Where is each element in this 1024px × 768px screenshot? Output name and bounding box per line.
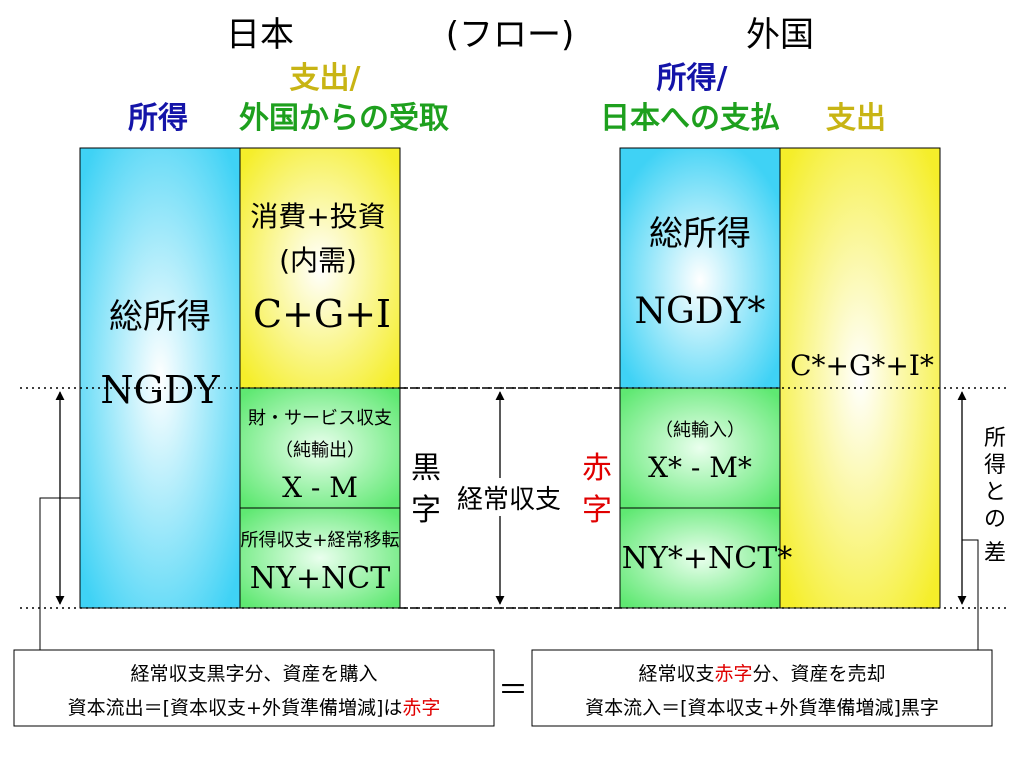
foreign-spending-block — [779, 147, 941, 609]
current-account-label-bg — [445, 478, 573, 516]
foreign-net-imports-label: （純輸入） — [655, 420, 745, 441]
bottom-left-line-1: 経常収支黒字分、資産を購入 — [130, 663, 377, 685]
japan-domestic-demand-symbol: C+G+I — [253, 292, 391, 336]
bottom-right-box — [531, 649, 993, 727]
bottom-right-line-1: 経常収支赤字分、資産を売却 — [638, 663, 885, 685]
equals-sign: ＝ — [498, 673, 528, 708]
foreign-income-transfers-symbol: NY*+NCT* — [622, 541, 792, 576]
foreign-spending-symbol: C*+G*+I* — [790, 349, 934, 382]
surplus-label-2: 字 — [411, 493, 441, 528]
japan-total-income-block — [79, 147, 241, 609]
japan-heading: 日本 — [226, 15, 294, 55]
side-note-char-4: の — [984, 507, 1006, 532]
japan-spending-heading-2: 外国からの受取 — [239, 101, 449, 136]
side-note-char-2: 得 — [984, 453, 1006, 478]
foreign-net-imports-block — [619, 387, 781, 509]
bottom-right-line-1-suffix: 分、資産を売却 — [753, 663, 886, 685]
side-note-char-1: 所 — [984, 426, 1006, 451]
bottom-right-line-2: 資本流入＝[資本収支+外貨準備増減]黒字 — [585, 697, 939, 719]
japan-domestic-demand-label-1: 消費+投資 — [250, 200, 385, 233]
japan-total-income-symbol: NGDY — [100, 368, 220, 412]
bottom-left-line-2-text: 資本流出＝[資本収支+外貨準備増減]は — [68, 697, 403, 719]
deficit-label-1: 赤 — [582, 451, 612, 486]
foreign-spending-heading: 支出 — [826, 101, 886, 136]
foreign-income-heading-1: 所得/ — [657, 61, 728, 96]
bottom-right-line-1-prefix: 経常収支 — [638, 663, 714, 685]
bottom-right-line-1-highlight: 赤字 — [714, 663, 752, 685]
surplus-label-1: 黒 — [411, 451, 441, 486]
left-bracket-connector — [39, 497, 80, 650]
japan-net-exports-label: （純輸出） — [275, 440, 365, 461]
deficit-label-2: 字 — [582, 493, 612, 528]
japan-income-transfers-block — [239, 507, 401, 609]
japan-income-transfers-label: 所得収支+経常移転 — [240, 530, 399, 551]
japan-spending-heading-1: 支出/ — [290, 61, 361, 96]
foreign-heading: 外国 — [746, 15, 814, 55]
foreign-total-income-symbol: NGDY* — [635, 291, 766, 332]
japan-income-heading: 所得 — [128, 101, 188, 136]
foreign-total-income-label: 総所得 — [649, 214, 751, 254]
japan-net-exports-symbol: X - M — [282, 471, 358, 504]
foreign-net-imports-symbol: X* - M* — [648, 451, 752, 484]
japan-domestic-demand-label-2: (内需) — [279, 244, 357, 277]
japan-goods-services-label: 財・サービス収支 — [248, 408, 392, 429]
bottom-left-line-2: 資本流出＝[資本収支+外貨準備増減]は赤字 — [68, 697, 441, 719]
foreign-total-income-block — [619, 147, 781, 389]
japan-income-transfers-symbol: NY+NCT — [250, 561, 390, 596]
foreign-income-transfers-block — [619, 507, 781, 609]
japan-total-income-label: 総所得 — [109, 297, 211, 337]
right-bracket-connector — [962, 539, 979, 650]
flow-heading: (フロー) — [446, 15, 575, 55]
bottom-left-line-2-highlight: 赤字 — [402, 697, 440, 719]
bottom-left-box — [13, 649, 495, 727]
japan-domestic-demand-block — [239, 147, 401, 389]
side-note-char-5: 差 — [984, 541, 1006, 566]
foreign-income-heading-2: 日本への支払 — [600, 101, 780, 136]
side-note-char-3: と — [984, 480, 1006, 505]
current-account-label: 経常収支 — [457, 485, 561, 515]
